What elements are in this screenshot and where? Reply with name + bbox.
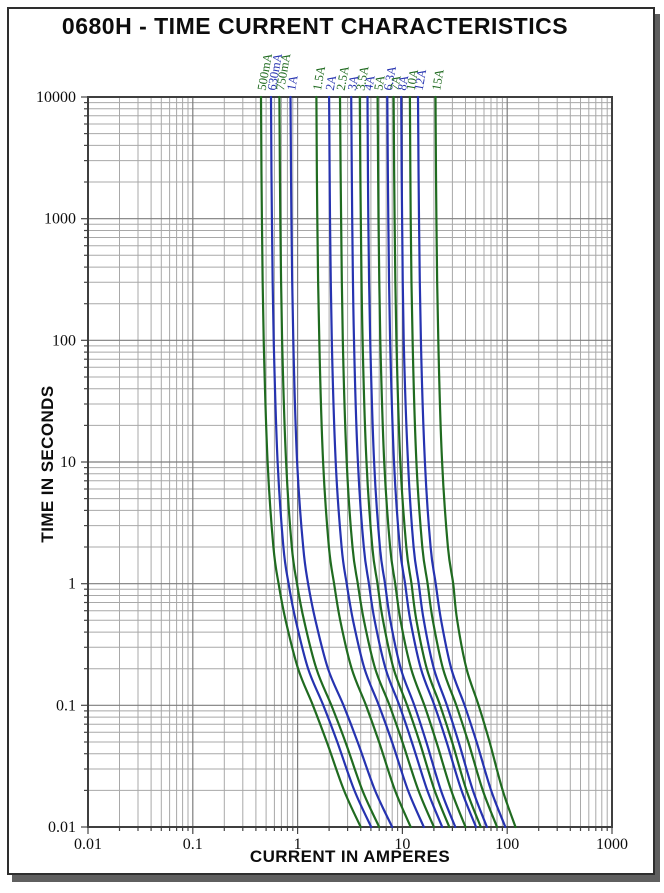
- curve-label-8A: 8A: [395, 74, 411, 91]
- curve-630mA: [269, 95, 373, 829]
- svg-text:1000: 1000: [44, 211, 76, 228]
- svg-text:1: 1: [294, 836, 302, 853]
- curve-label-4A: 4A: [361, 74, 377, 91]
- svg-text:0.1: 0.1: [56, 697, 76, 714]
- curve-label-1.5A: 1.5A: [310, 65, 328, 92]
- figure-border: [7, 7, 655, 875]
- plot-frame: [87, 96, 613, 828]
- svg-text:0.01: 0.01: [74, 836, 102, 853]
- curve-label-500mA: 500mA: [255, 52, 275, 91]
- curve-label-3A: 3A: [345, 74, 361, 91]
- curve-2.5A: [338, 95, 435, 829]
- curve-label-2A: 2A: [323, 74, 339, 91]
- curve-label-1A: 1A: [284, 74, 300, 91]
- y-axis-title: TIME IN SECONDS: [38, 385, 57, 543]
- svg-text:1000: 1000: [596, 836, 628, 853]
- svg-text:100: 100: [52, 332, 76, 349]
- curve-label-10A: 10A: [404, 68, 422, 92]
- fuse-curves: [259, 95, 517, 829]
- curve-3.5A: [358, 95, 451, 829]
- svg-text:1: 1: [68, 576, 76, 593]
- curve-label-5A: 5A: [371, 74, 387, 91]
- curve-8A: [400, 95, 488, 829]
- curve-6.3A: [386, 95, 478, 829]
- curve-1.5A: [315, 95, 412, 829]
- svg-text:10: 10: [394, 836, 410, 853]
- curve-label-2.5A: 2.5A: [334, 65, 352, 92]
- chart-title: 0680H - TIME CURRENT CHARACTERISTICS: [61, 13, 569, 39]
- svg-text:0.01: 0.01: [48, 819, 76, 836]
- x-axis-title: CURRENT IN AMPERES: [249, 847, 451, 866]
- curve-label-12A: 12A: [412, 68, 430, 92]
- svg-text:0.1: 0.1: [183, 836, 203, 853]
- svg-text:10000: 10000: [36, 89, 76, 106]
- y-tick-labels: 10000 1000 100 10 1 0.1 0.01: [36, 89, 76, 836]
- curve-label-15A: 15A: [429, 68, 447, 92]
- curve-5A: [376, 95, 467, 829]
- curve-1A: [289, 95, 394, 829]
- curve-label-630mA: 630mA: [265, 52, 285, 91]
- curve-2A: [328, 95, 425, 829]
- svg-text:10: 10: [60, 454, 76, 471]
- curve-label-3.5A: 3.5A: [353, 65, 371, 92]
- x-tick-labels: 0.01 0.1 1 10 100 1000: [74, 836, 628, 853]
- curve-15A: [434, 95, 517, 829]
- curve-label-6.3A: 6.3A: [381, 65, 399, 92]
- curve-10A: [408, 95, 499, 829]
- curve-7A: [392, 95, 482, 829]
- curve-label-7A: 7A: [387, 74, 403, 91]
- curve-label-750mA: 750mA: [273, 52, 293, 91]
- curve-500mA: [259, 95, 362, 829]
- curve-4A: [366, 95, 457, 829]
- curve-3A: [350, 95, 444, 829]
- curve-750mA: [278, 95, 381, 829]
- curve-12A: [416, 95, 507, 829]
- svg-text:100: 100: [495, 836, 519, 853]
